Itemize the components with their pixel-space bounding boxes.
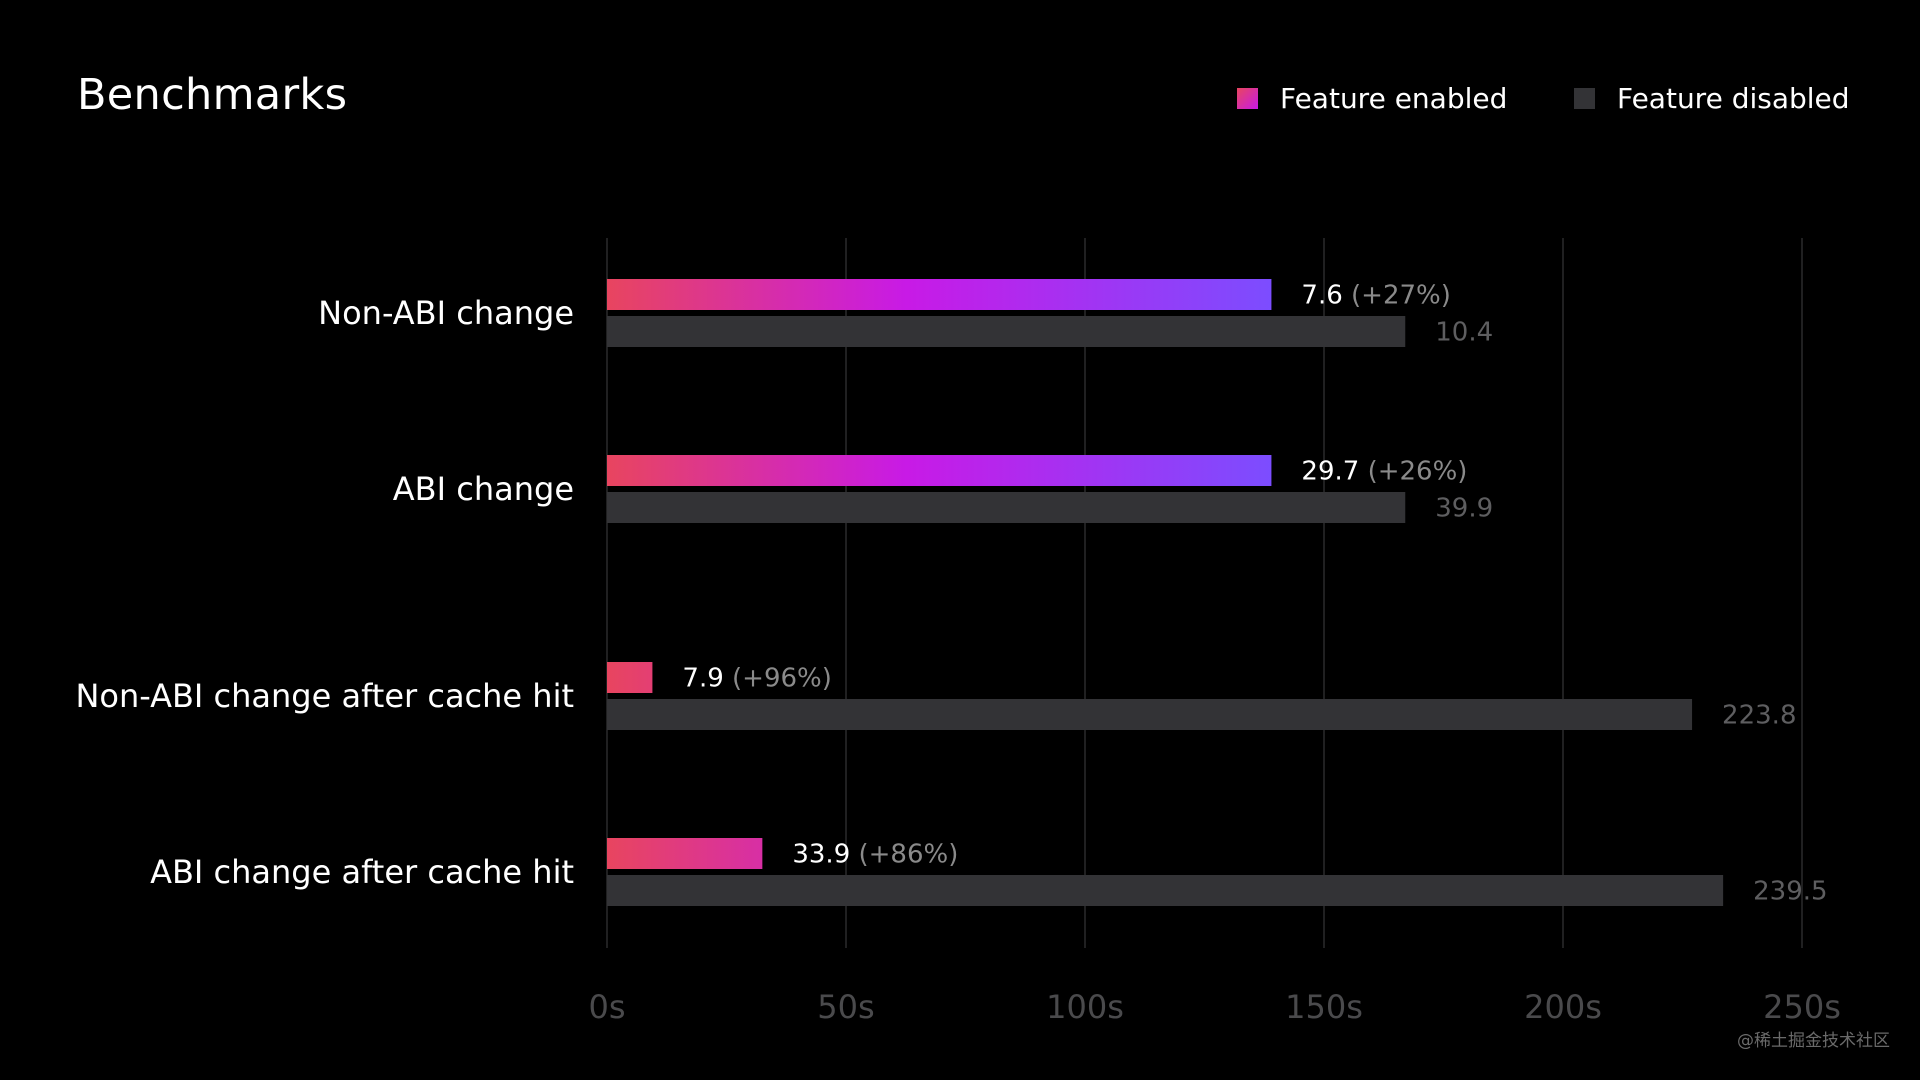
category-label: ABI change after cache hit — [150, 853, 574, 891]
x-tick-label: 50s — [817, 988, 874, 1026]
bar-feature-enabled — [607, 838, 763, 869]
value-label-disabled: 39.9 — [1435, 494, 1493, 524]
category-label: Non-ABI change — [318, 294, 574, 332]
bar-feature-enabled — [607, 279, 1272, 310]
bar-feature-disabled — [607, 316, 1406, 347]
value-delta: (+86%) — [859, 840, 959, 870]
watermark: @稀土掘金技术社区 — [1737, 1031, 1890, 1051]
x-tick-label: 100s — [1046, 988, 1124, 1026]
value-label-enabled: 7.6 (+27%) — [1301, 281, 1451, 311]
x-tick-label: 0s — [588, 988, 625, 1026]
value-label-enabled: 33.9 (+86%) — [792, 840, 958, 870]
bar-feature-disabled — [607, 875, 1724, 906]
bar-feature-enabled — [607, 662, 653, 693]
value-label-enabled: 29.7 (+26%) — [1301, 457, 1467, 487]
category-label: ABI change — [393, 470, 574, 508]
value-delta: (+27%) — [1351, 281, 1451, 311]
value-label-disabled: 239.5 — [1753, 877, 1827, 907]
grid-lines — [606, 238, 1803, 948]
value-number: 7.9 — [682, 664, 732, 694]
bars — [607, 279, 1724, 906]
x-tick-label: 250s — [1763, 988, 1841, 1026]
legend-item-enabled: Feature enabled — [1237, 78, 1507, 118]
legend-label-enabled: Feature enabled — [1280, 81, 1508, 115]
legend-swatch-disabled — [1574, 87, 1595, 109]
chart-title: Benchmarks — [77, 70, 348, 120]
labels: 0s 50s 100s 150s 200s 250s Non-ABI change 7.6 (… — [75, 281, 1840, 1027]
category-label: Non-ABI change after cache hit — [75, 677, 574, 715]
value-label-disabled: 223.8 — [1722, 701, 1796, 731]
value-delta: (+26%) — [1368, 457, 1468, 487]
legend-swatch-enabled — [1237, 87, 1258, 109]
x-tick-label: 200s — [1524, 988, 1602, 1026]
x-tick-label: 150s — [1285, 988, 1363, 1026]
chart-legend: Feature enabled Feature disabled — [0, 78, 1920, 118]
value-delta: (+96%) — [732, 664, 832, 694]
value-number: 33.9 — [792, 840, 858, 870]
bar-feature-disabled — [607, 699, 1693, 730]
value-label-disabled: 10.4 — [1435, 318, 1493, 348]
value-number: 7.6 — [1301, 281, 1351, 311]
legend-label-disabled: Feature disabled — [1617, 81, 1850, 115]
value-label-enabled: 7.9 (+96%) — [682, 664, 832, 694]
value-number: 29.7 — [1301, 457, 1367, 487]
legend-item-disabled: Feature disabled — [1574, 78, 1850, 118]
bar-feature-enabled — [607, 455, 1272, 486]
bar-feature-disabled — [607, 492, 1406, 523]
